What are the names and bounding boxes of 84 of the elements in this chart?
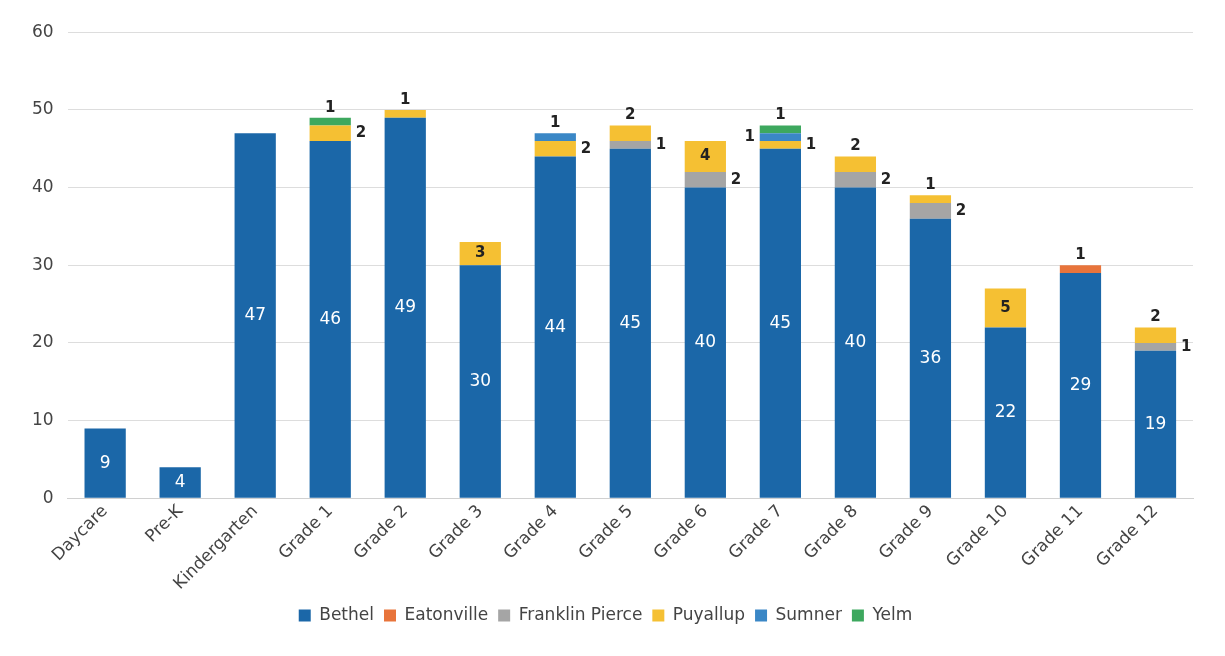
data-label: 1 xyxy=(775,105,786,124)
data-label: 2 xyxy=(730,169,742,188)
data-label: 36 xyxy=(919,346,942,367)
legend-label: Franklin Pierce xyxy=(518,603,643,624)
data-label: 4 xyxy=(700,146,711,165)
data-label: 2 xyxy=(1150,307,1161,326)
bar xyxy=(909,203,952,219)
data-label: 2 xyxy=(880,169,892,188)
data-label: 47 xyxy=(244,303,267,324)
data-label: 2 xyxy=(850,136,861,155)
bar xyxy=(1134,327,1177,343)
data-label: 2 xyxy=(355,123,367,142)
bar xyxy=(759,125,801,134)
data-label: 1 xyxy=(744,126,755,145)
bar xyxy=(534,140,576,157)
data-label: 30 xyxy=(469,369,492,390)
bar xyxy=(1134,342,1177,351)
y-tick-label: 10 xyxy=(31,409,54,430)
bar xyxy=(459,265,501,498)
bar xyxy=(909,195,952,204)
legend-label: Sumner xyxy=(775,603,842,624)
bar xyxy=(534,133,576,141)
bar xyxy=(534,156,576,498)
data-label: 9 xyxy=(99,451,111,472)
data-label: 45 xyxy=(769,311,792,332)
bar xyxy=(609,148,651,498)
bar xyxy=(834,172,877,188)
data-label: 3 xyxy=(475,243,486,262)
data-label: 1 xyxy=(805,134,817,153)
data-label: 1 xyxy=(325,97,336,116)
legend-label: Eatonville xyxy=(404,603,489,624)
data-label: 5 xyxy=(1000,297,1011,316)
y-tick-label: 20 xyxy=(31,331,54,352)
y-tick-label: 0 xyxy=(42,486,54,507)
y-tick-label: 60 xyxy=(31,20,54,41)
legend-label: Yelm xyxy=(871,603,913,624)
legend-label: Bethel xyxy=(319,603,374,624)
data-label: 1 xyxy=(1075,245,1086,264)
data-label: 2 xyxy=(955,200,967,219)
bar xyxy=(1134,350,1177,498)
y-tick-label: 40 xyxy=(31,175,54,196)
data-label: 29 xyxy=(1069,373,1092,394)
data-label: 46 xyxy=(319,307,342,328)
bar xyxy=(159,467,201,498)
data-label: 1 xyxy=(655,134,667,153)
bar xyxy=(309,140,351,498)
bar xyxy=(759,140,801,149)
bar xyxy=(309,125,351,141)
bar xyxy=(384,109,426,118)
data-label: 1 xyxy=(925,175,936,194)
bar xyxy=(84,428,126,498)
legend-label: Puyallup xyxy=(672,603,746,624)
bar xyxy=(384,117,426,498)
data-label: 19 xyxy=(1144,412,1167,433)
bar xyxy=(759,148,801,498)
data-label: 2 xyxy=(625,105,636,124)
bar xyxy=(834,156,877,173)
y-tick-label: 30 xyxy=(31,253,54,274)
data-label: 22 xyxy=(994,401,1017,422)
bar xyxy=(1059,265,1102,274)
data-label: 1 xyxy=(400,89,411,108)
bar xyxy=(984,288,1027,328)
data-label: 2 xyxy=(580,138,592,157)
bar xyxy=(609,140,651,149)
data-label: 1 xyxy=(550,113,561,132)
bar xyxy=(684,187,726,498)
data-label: 40 xyxy=(694,331,717,352)
bar xyxy=(684,172,726,188)
bar xyxy=(909,218,952,498)
bar xyxy=(1059,273,1102,498)
data-label: 40 xyxy=(844,331,867,352)
bar xyxy=(609,125,651,141)
bar xyxy=(234,133,276,498)
data-label: 49 xyxy=(394,296,417,317)
bar xyxy=(984,327,1027,498)
bar xyxy=(459,241,501,266)
data-label: 1 xyxy=(1180,336,1192,355)
data-label: 4 xyxy=(174,470,186,491)
bar xyxy=(759,133,801,141)
bar xyxy=(834,187,877,498)
y-tick-label: 50 xyxy=(31,98,54,119)
bar xyxy=(684,140,726,173)
data-label: 44 xyxy=(544,315,567,336)
data-label: 45 xyxy=(619,311,642,332)
